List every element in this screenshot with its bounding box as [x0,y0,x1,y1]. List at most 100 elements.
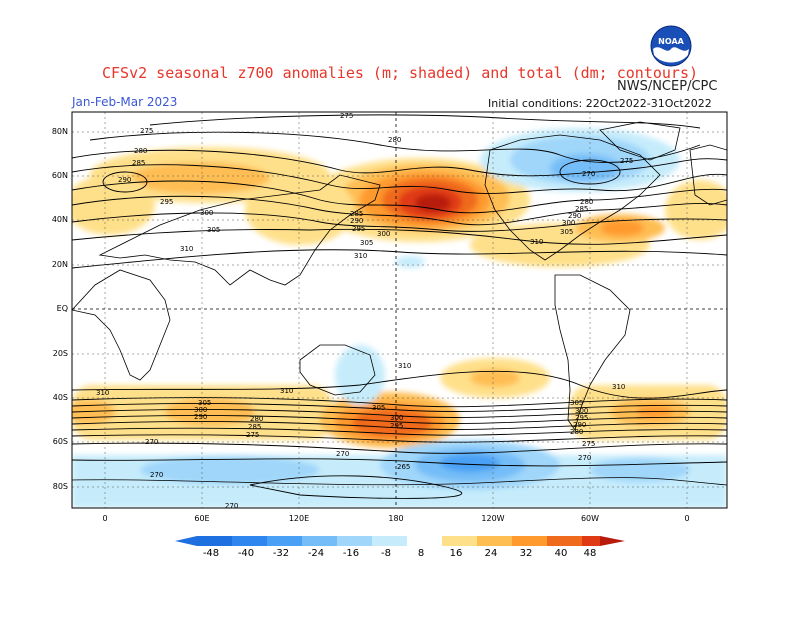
contour-label: 310 [354,252,367,260]
contour-label: 285 [132,159,145,167]
contour-label: 270 [578,454,591,462]
contour-label: 305 [360,239,373,247]
lon-label: 60E [194,514,210,523]
lat-label: 60S [52,437,68,446]
lat-label: 80N [51,127,68,136]
colorbar-cell [547,536,582,546]
contour-label: 300 [562,219,575,227]
contour-label: 270 [150,471,163,479]
south-america-outline [554,274,631,431]
contour-label: 290 [568,212,581,220]
contour-label: 305 [198,399,211,407]
colorbar-label: -24 [307,548,325,559]
svg-text:NOAA: NOAA [658,37,684,46]
greenland-outline [599,121,681,161]
contour-label: 275 [340,112,353,120]
contour-label: 280 [388,136,401,144]
lon-label: 0 [684,514,690,523]
africa-outline [72,269,171,381]
contour-label: 270 [582,170,595,178]
colorbar [175,536,625,546]
contour-label: 310 [530,238,543,246]
contour-label: 265 [397,463,410,471]
contour-label: 285 [350,210,363,218]
colorbar-cell [512,536,547,546]
north-america-outline [484,134,661,261]
contour-label: 305 [570,399,583,407]
lat-label: EQ [56,304,68,313]
colorbar-cell [442,536,477,546]
contour-label: 295 [352,225,365,233]
colorbar-label: -32 [272,548,290,559]
contour-label: 275 [246,431,259,439]
colorbar-label: -16 [342,548,360,559]
contour-label: 300 [377,230,390,238]
colorbar-label: 8 [417,548,425,559]
agency-label: NWS/NCEP/CPC [617,79,718,94]
contour-label: 275 [140,127,153,135]
contour-label: 290 [350,217,363,225]
contour-label: 305 [560,228,573,236]
contour-label: 290 [118,176,131,184]
colorbar-cell [407,536,442,546]
antarctica-outline [72,477,727,486]
contour-label: 285 [575,205,588,213]
map-frame [71,111,728,509]
contour-label: 280 [250,415,263,423]
contour-label: 300 [390,414,403,422]
lon-label: 180 [388,514,404,523]
contour-label: 270 [145,438,158,446]
lon-label: 120E [288,514,310,523]
lat-label: 60N [51,171,68,180]
contour-label: 300 [194,406,207,414]
colorbar-cell [302,536,337,546]
colorbar-label: -8 [381,548,391,559]
contour-label: 280 [134,147,147,155]
colorbar-cell [175,536,197,546]
lat-label: 20S [52,349,68,358]
contour-label: 300 [200,209,213,217]
contour-label: 270 [336,450,349,458]
contour-label: 295 [160,198,173,206]
australia-outline [299,344,376,396]
contour-label: 310 [398,362,411,370]
initial-conditions: Initial conditions: 22Oct2022-31Oct2022 [488,97,712,110]
contour-label: 280 [570,428,583,436]
contour-label: 305 [372,404,385,412]
contour-label: 270 [225,502,238,510]
chart-title: CFSv2 seasonal z700 anomalies (m; shaded… [101,64,699,82]
coastlines [72,121,727,486]
lon-label: 60W [580,514,600,523]
lat-label: 80S [52,482,68,491]
lat-label: 40N [51,215,68,224]
colorbar-label: -48 [202,548,220,559]
colorbar-cell [582,536,600,546]
lon-label: 0 [102,514,108,523]
contour-label: 275 [582,440,595,448]
period-label: Jan-Feb-Mar 2023 [72,95,178,109]
colorbar-cell [337,536,372,546]
colorbar-label: 40 [554,548,568,559]
contour-label: 280 [580,198,593,206]
contour-label: 290 [194,413,207,421]
lat-label: 40S [52,393,68,402]
colorbar-label: -40 [237,548,255,559]
contour-label: 305 [207,226,220,234]
colorbar-label: 16 [449,548,463,559]
contour-label: 285 [248,423,261,431]
colorbar-label: 32 [519,548,533,559]
contour-label: 290 [573,421,586,429]
lat-label: 20N [51,260,68,269]
colorbar-cell [267,536,302,546]
noaa-logo: NOAA [650,25,692,67]
lon-label: 120W [481,514,505,523]
contour-label: 310 [96,389,109,397]
colorbar-cell [477,536,512,546]
colorbar-label: 48 [583,548,597,559]
contour-label: 295 [575,414,588,422]
contour-label: 310 [180,245,193,253]
colorbar-cell [197,536,232,546]
contour-label: 275 [620,157,633,165]
contour-label: 300 [575,407,588,415]
